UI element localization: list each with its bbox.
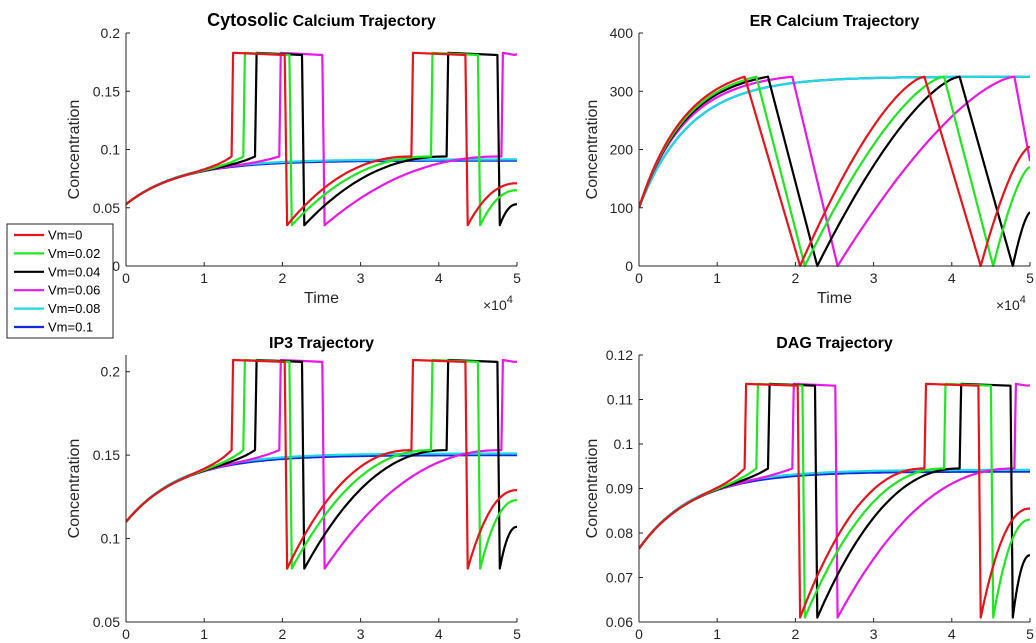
series-group [126,358,517,570]
x-tick-label: 5 [1026,626,1034,642]
legend-label: Vm=0 [48,228,82,243]
cytosolic-calcium-panel: 0 1 2 3 4 500.050.10.150.2TimeConcentration×1… [66,10,521,313]
legend-label: Vm=0.02 [48,246,100,261]
series-line-vm-0-04 [639,75,1030,268]
x-tick-label: 5 [1026,270,1034,286]
x-tick-label: 2 [279,626,287,642]
y-tick-label: 0.11 [607,392,633,408]
y-tick-label: 0.2 [101,25,121,41]
y-tick-label: 0.06 [606,614,633,630]
x-tick-label: 3 [357,270,365,286]
y-tick-label: 0.05 [93,614,120,630]
x-tick-label: 1 [200,270,208,286]
y-tick-label: 0.12 [606,347,633,363]
x-exponent-base: ×10 [483,297,507,313]
series-line-vm-0 [126,358,517,570]
x-tick-label: 3 [870,626,878,642]
legend-label: Vm=0.1 [48,320,93,335]
x-tick-label: 1 [713,626,721,642]
y-tick-label: 0.1 [101,142,121,158]
plot-area [639,33,1030,266]
series-line-vm-0-08 [639,75,1030,209]
x-tick-label: 0 [635,270,643,286]
er-calcium-panel: 0 1 2 3 4 50100200300400TimeConcentration×104… [584,13,1034,313]
y-tick-label: 0.08 [606,525,633,541]
x-axis-label: Time [817,290,852,307]
legend-item: Vm=0.04 [14,264,100,279]
x-exponent-power: 4 [1020,294,1026,306]
x-exponent-label: ×104 [483,294,513,313]
chart-title: ER Calcium Trajectory [750,13,920,30]
legend-box [6,223,114,339]
x-axis-label: Time [304,290,339,307]
y-axis-label: Concentration [66,100,83,200]
x-exponent-label: ×104 [996,294,1026,313]
x-tick-label: 2 [792,626,800,642]
legend-item: Vm=0.1 [14,320,93,335]
series-group [126,51,517,227]
legend: Vm=0 Vm=0.02 Vm=0.04 Vm=0.06 Vm=0.08 Vm=0.1 [6,223,114,339]
y-tick-label: 100 [610,200,634,216]
series-group [639,75,1030,268]
y-tick-label: 0.07 [606,570,633,586]
y-axis-label: Concentration [584,100,601,200]
x-tick-label: 4 [435,270,443,286]
y-tick-label: 0.2 [101,364,121,380]
y-tick-label: 0.1 [614,436,634,452]
x-tick-label: 0 [635,626,643,642]
y-axis-label: Concentration [584,439,601,539]
y-tick-label: 0 [625,258,633,274]
x-tick-label: 4 [948,626,956,642]
y-tick-label: 400 [610,25,634,41]
y-tick-label: 0.15 [93,83,120,99]
y-tick-label: 0.05 [93,200,120,216]
x-tick-label: 2 [279,270,287,286]
x-tick-label: 0 [122,626,130,642]
ip3-panel: 0123450.050.10.150.2TimeConcentration×10… [66,335,521,642]
y-axis-label: Concentration [66,439,83,539]
x-tick-label: 3 [357,626,365,642]
legend-item: Vm=0.06 [14,283,100,298]
x-tick-label: 5 [513,270,521,286]
chart-title: Cytosolic Calcium Trajectory [207,10,436,30]
legend-label: Vm=0.06 [48,283,100,298]
x-tick-label: 4 [435,626,443,642]
y-tick-label: 300 [610,83,634,99]
chart-title-part: Cytosolic [207,10,288,30]
x-tick-label: 2 [792,270,800,286]
series-line-vm-0 [639,75,1030,268]
y-tick-label: 0.1 [101,531,121,547]
x-tick-label: 4 [948,270,956,286]
series-line-vm-0 [639,382,1030,619]
x-tick-label: 1 [713,270,721,286]
series-line-vm-0-02 [639,75,1030,268]
x-tick-label: 0 [122,270,130,286]
legend-label: Vm=0.08 [48,301,100,316]
legend-item: Vm=0.02 [14,246,100,261]
y-tick-label: 0.09 [606,481,633,497]
dag-panel: 0123450.060.070.080.090.10.110.12TimeCon… [584,335,1034,642]
series-line-vm-0 [126,51,517,227]
chart-title: DAG Trajectory [776,335,893,352]
plot-area [126,355,517,622]
legend-label: Vm=0.04 [48,264,100,279]
y-tick-label: 0.15 [93,447,120,463]
x-tick-label: 1 [200,626,208,642]
y-tick-label: 200 [610,142,634,158]
series-group [639,382,1030,619]
chart-title: IP3 Trajectory [269,335,374,352]
x-tick-label: 5 [513,626,521,642]
chart-title-part: Calcium Trajectory [288,13,436,30]
legend-item: Vm=0.08 [14,301,100,316]
x-tick-label: 3 [870,270,878,286]
x-exponent-power: 4 [507,294,513,306]
series-line-vm-0-06 [639,75,1030,268]
y-tick-label: 0 [112,258,120,274]
x-exponent-base: ×10 [996,297,1020,313]
legend-item: Vm=0 [14,228,82,243]
